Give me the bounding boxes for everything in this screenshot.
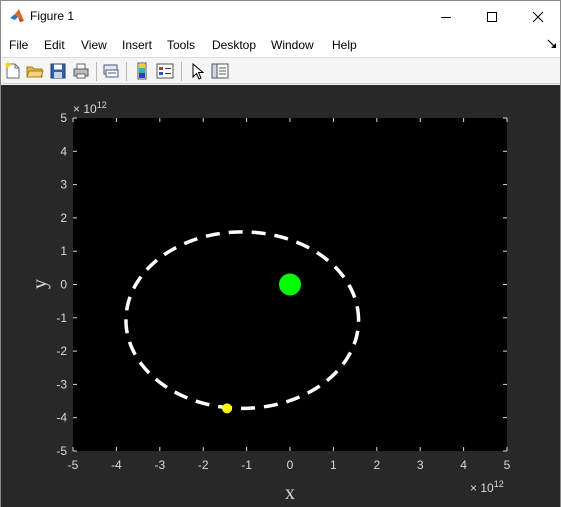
open-file-button[interactable] (26, 62, 44, 80)
dock-arrow-icon[interactable] (547, 39, 557, 49)
menu-insert[interactable]: Insert (122, 38, 153, 52)
y-axis-label: y (29, 279, 51, 289)
y-tick-label: -4 (56, 411, 67, 425)
y-tick-label: 3 (60, 178, 67, 192)
menu-edit[interactable]: Edit (44, 38, 65, 52)
link-plot-button[interactable] (102, 62, 120, 80)
x-tick-label: -1 (241, 458, 252, 472)
title-bar[interactable]: Figure 1 (1, 1, 560, 32)
y-tick-label: -3 (56, 377, 67, 391)
matlab-icon (10, 9, 24, 22)
x-tick-label: 1 (330, 458, 337, 472)
x-tick-label: 4 (460, 458, 467, 472)
x-tick-label: -4 (111, 458, 122, 472)
maximize-button[interactable] (469, 1, 515, 32)
figure-toolbar (1, 57, 560, 84)
toolbar-separator (126, 62, 127, 81)
toolbar-separator (96, 62, 97, 81)
y-exponent-power: 12 (97, 100, 107, 110)
x-axis-label: x (285, 482, 295, 504)
new-figure-button[interactable] (4, 62, 22, 80)
edit-plot-button[interactable] (189, 62, 207, 80)
menu-bar: File Edit View Insert Tools Desktop Wind… (1, 32, 560, 57)
x-tick-label: -2 (198, 458, 209, 472)
menu-tools[interactable]: Tools (167, 38, 196, 52)
window-title: Figure 1 (30, 9, 75, 23)
menu-help[interactable]: Help (332, 38, 357, 52)
star-marker (279, 273, 301, 296)
x-tick-label: 0 (287, 458, 294, 472)
x-tick-label: 5 (504, 458, 511, 472)
x-exponent-power: 12 (494, 479, 504, 489)
y-exponent-base: × 10 (73, 102, 97, 116)
x-tick-label: 3 (417, 458, 424, 472)
x-tick-label: -3 (154, 458, 165, 472)
y-tick-label: 1 (60, 244, 67, 258)
edit-plot-icon (192, 62, 205, 80)
print-button[interactable] (72, 62, 90, 80)
x-exponent-base: × 10 (470, 481, 494, 495)
insert-colorbar-icon (137, 62, 147, 80)
toolbar-separator (181, 62, 182, 81)
save-button[interactable] (49, 62, 67, 80)
x-exponent-label: × 1012 (470, 479, 504, 495)
insert-colorbar-button[interactable] (133, 62, 151, 80)
minimize-button[interactable] (423, 1, 469, 32)
link-plot-icon (103, 64, 119, 78)
open-file-icon (26, 66, 44, 78)
y-tick-label: 0 (60, 278, 67, 292)
new-figure-icon (5, 62, 20, 79)
x-tick-label: -5 (68, 458, 79, 472)
minimize-icon (441, 16, 451, 18)
y-tick-label: -2 (56, 344, 67, 358)
y-tick-label: -5 (56, 444, 67, 458)
x-tick-label: 2 (373, 458, 380, 472)
insert-legend-button[interactable] (156, 62, 174, 80)
planet-marker (222, 403, 233, 414)
maximize-icon (487, 11, 497, 22)
property-inspector-icon (211, 63, 229, 79)
y-tick-label: 2 (60, 211, 67, 225)
figure-canvas: -5 -4 -3 -2 -1 0 1 2 3 4 5 -5 -4 -3 -2 -1 0 1 2 3 4 5 × 1012… (1, 85, 560, 507)
print-icon (73, 63, 89, 79)
property-inspector-button[interactable] (211, 62, 229, 80)
menu-file[interactable]: File (9, 38, 29, 52)
y-tick-label: 5 (60, 111, 67, 125)
orbit-trajectory (124, 230, 361, 411)
menu-window[interactable]: Window (271, 38, 314, 52)
close-button[interactable] (515, 1, 561, 32)
close-icon (532, 11, 544, 22)
menu-desktop[interactable]: Desktop (212, 38, 257, 52)
y-tick-label: -1 (56, 311, 67, 325)
menu-view[interactable]: View (81, 38, 107, 52)
insert-legend-icon (156, 63, 174, 79)
y-tick-label: 4 (60, 144, 67, 158)
y-exponent-label: × 1012 (73, 100, 107, 116)
save-icon (50, 63, 66, 79)
